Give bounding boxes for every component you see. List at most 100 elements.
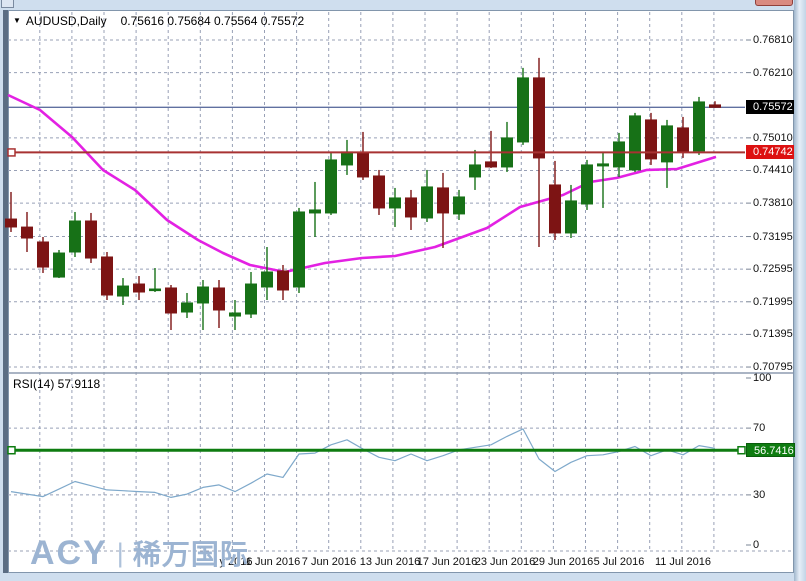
price-axis-label: 0.76810 <box>753 34 793 46</box>
rsi-axis-label: 30 <box>753 488 766 501</box>
hline-price-tag: 0.74742 <box>746 145 794 160</box>
bear-candle <box>437 172 449 248</box>
candle-body <box>37 241 49 268</box>
candle-body <box>53 252 65 278</box>
bull-candle <box>149 268 161 293</box>
candle-body <box>517 77 529 143</box>
bull-candle <box>229 299 241 331</box>
price-axis-label: 0.70795 <box>753 361 793 374</box>
rsi-indicator-label: RSI(14) 57.9118 <box>13 377 101 391</box>
logo-separator: | <box>116 537 124 568</box>
price-axis-label: 0.73810 <box>753 197 793 210</box>
bull-candle <box>341 139 353 175</box>
bear-candle <box>101 251 113 300</box>
bear-candle <box>85 212 97 263</box>
bull-candle <box>421 169 433 222</box>
bull-candle <box>117 278 129 305</box>
bear-candle <box>5 191 17 232</box>
candle-body <box>485 161 497 168</box>
current-price-tag: 0.75572 <box>746 100 794 115</box>
candle-body <box>133 283 145 293</box>
candle-body <box>677 127 689 153</box>
bear-candle <box>357 131 369 180</box>
candles <box>5 57 721 331</box>
candle-body <box>213 287 225 311</box>
candle-body <box>261 271 273 288</box>
candle-body <box>693 101 705 152</box>
symbol-dropdown-icon[interactable]: ▼ <box>13 16 21 25</box>
bear-candle <box>709 101 721 108</box>
bull-candle <box>565 184 577 239</box>
chart-header: ▼ AUDUSD,Daily 0.75616 0.75684 0.75564 0.7… <box>13 14 304 28</box>
bull-candle <box>261 246 273 300</box>
candle-body <box>229 312 241 317</box>
candle-body <box>165 287 177 314</box>
candle-body <box>533 77 545 159</box>
price-axis-label: 0.72595 <box>753 263 793 276</box>
price-axis-label: 0.71995 <box>753 295 793 308</box>
bull-candle <box>501 121 513 172</box>
bull-candle <box>181 292 193 318</box>
candle-body <box>373 175 385 209</box>
bull-candle <box>245 271 257 318</box>
date-label: 5 Jul 2016 <box>593 556 645 568</box>
window-menu-icon[interactable] <box>1 0 14 8</box>
candle-body <box>309 209 321 214</box>
candle-body <box>581 164 593 205</box>
date-label: 11 Jul 2016 <box>654 556 712 568</box>
moving-average-line <box>7 93 717 274</box>
candle-body <box>389 197 401 209</box>
candle-body <box>5 218 17 228</box>
bear-candle <box>373 169 385 215</box>
window-right-border <box>794 0 806 581</box>
bear-candle <box>549 160 561 240</box>
bull-candle <box>613 132 625 177</box>
rsi-level-handle <box>7 445 16 455</box>
bull-candle <box>469 149 481 190</box>
candle-body <box>197 286 209 304</box>
close-button[interactable] <box>755 0 793 6</box>
candle-body <box>69 220 81 253</box>
bull-candle <box>517 67 529 145</box>
bear-candle <box>277 264 289 300</box>
candle-body <box>709 104 721 108</box>
candle-body <box>101 256 113 296</box>
date-label: 7 Jun 2016 <box>301 556 357 568</box>
candle-body <box>341 151 353 166</box>
candle-body <box>181 302 193 313</box>
price-axis-label: 0.74410 <box>753 164 793 177</box>
bear-candle <box>37 236 49 273</box>
bear-candle <box>21 211 33 252</box>
bull-candle <box>693 96 705 155</box>
candle-body <box>661 125 673 163</box>
date-label: 13 Jun 2016 <box>359 556 421 568</box>
candle-body <box>549 184 561 234</box>
bear-candle <box>645 112 657 165</box>
candle-body <box>405 197 417 218</box>
date-label: y 2016 <box>219 556 253 568</box>
bear-candle <box>405 189 417 230</box>
rsi-axis-label: 100 <box>753 372 772 384</box>
candle-body <box>453 196 465 215</box>
candle-body <box>357 152 369 178</box>
candle-body <box>117 285 129 297</box>
bull-candle <box>453 189 465 220</box>
date-label: 23 Jun 2016 <box>474 556 536 568</box>
bull-candle <box>597 151 609 208</box>
support-line-handle <box>7 148 16 157</box>
date-label: 17 Jun 2016 <box>416 556 478 568</box>
bull-candle <box>629 112 641 172</box>
rsi-axis-label: 0 <box>753 539 760 551</box>
candle-body <box>85 220 97 259</box>
bear-candle <box>133 276 145 300</box>
bull-candle <box>69 211 81 257</box>
price-axis-label: 0.76210 <box>753 66 793 79</box>
candle-body <box>421 186 433 219</box>
bear-candle <box>165 284 177 331</box>
candle-body <box>325 159 337 214</box>
candle-body <box>597 163 609 167</box>
symbol-period-label: AUDUSD,Daily <box>25 14 107 28</box>
bear-candle <box>213 279 225 328</box>
